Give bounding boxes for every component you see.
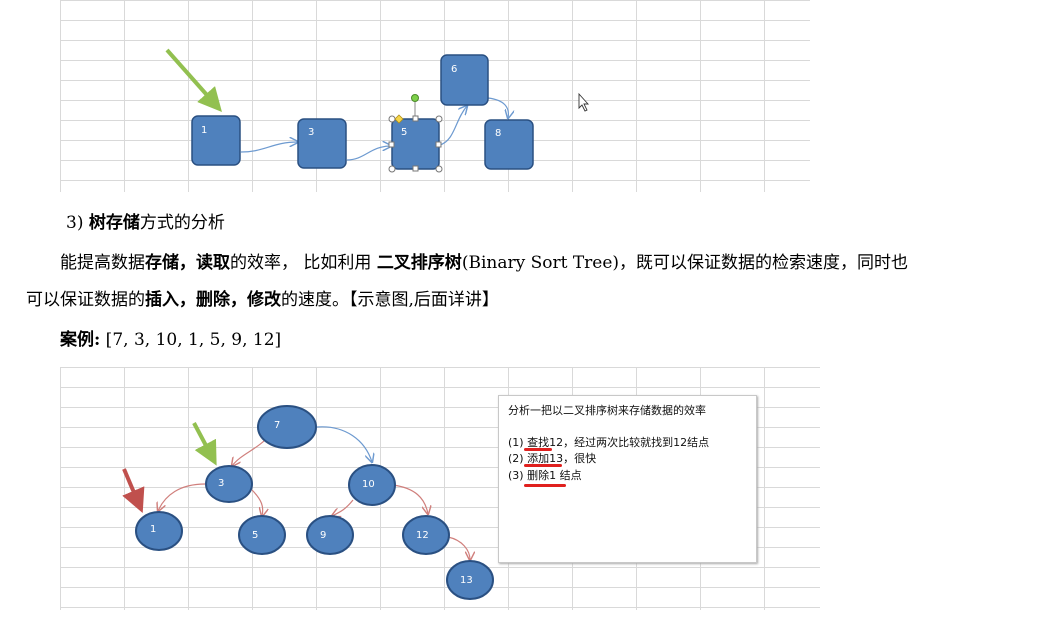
text-run: 可以保证数据的 <box>26 290 145 310</box>
example-values: [7, 3, 10, 1, 5, 9, 12] <box>100 330 282 350</box>
edge-10-12 <box>392 484 428 514</box>
edge-1-3 <box>240 142 298 153</box>
red-underline <box>524 464 562 467</box>
list-node-selected[interactable]: 5 <box>388 94 443 173</box>
section-title-rest: 方式的分析 <box>139 213 225 233</box>
tree-node: 10 <box>348 464 396 506</box>
edge-10-9 <box>332 499 354 516</box>
tree-node: 1 <box>135 511 183 551</box>
edge-3-5 <box>346 146 391 161</box>
text-run-bold: 二叉排序树 <box>376 253 462 273</box>
edge-3-5 <box>251 489 263 516</box>
edge-6-8 <box>487 97 508 118</box>
top-diagram-canvas <box>60 0 810 192</box>
node-label: 10 <box>362 479 375 490</box>
node-label: 1 <box>201 125 207 136</box>
textbox-item-1: (1) 查找12，经过两次比较就找到12结点 <box>508 436 710 449</box>
section-title-bold: 树存储 <box>88 213 140 233</box>
section-heading: 3) 树存储方式的分析 <box>66 213 225 233</box>
node-label: 13 <box>460 575 473 586</box>
node-label: 9 <box>320 530 326 541</box>
node-label: 8 <box>495 128 501 139</box>
text-run: (Binary Sort Tree)，既可以保证数据的检索速度，同时也 <box>461 253 909 273</box>
text-run: 的速度。【示意图,后面详讲】 <box>281 290 499 310</box>
red-underline <box>524 448 552 451</box>
paragraph-line-2: 可以保证数据的插入，删除，修改的速度。【示意图,后面详讲】 <box>26 290 499 310</box>
node-label: 1 <box>150 524 156 535</box>
list-node: 6 <box>440 54 489 106</box>
mouse-cursor-icon <box>578 92 590 112</box>
edge-7-3 <box>232 439 266 466</box>
edge-5-6 <box>439 106 467 146</box>
list-node: 8 <box>484 119 534 170</box>
list-node: 3 <box>297 118 347 169</box>
text-run: 的效率， 比如利用 <box>230 253 377 273</box>
textbox-item-3: (3) 删除1 结点 <box>508 469 582 482</box>
tree-node: 5 <box>238 515 286 555</box>
example-label: 案例: <box>60 330 101 350</box>
tree-node: 7 <box>257 405 317 449</box>
list-node: 1 <box>191 115 241 166</box>
rotate-handle-icon[interactable] <box>411 94 419 102</box>
linked-list-diagram: 1 3 5 6 8 <box>165 48 590 173</box>
green-arrow-icon <box>165 48 222 112</box>
edge-3-1 <box>158 483 206 511</box>
tree-node: 9 <box>306 515 354 555</box>
node-label: 5 <box>401 127 407 138</box>
edge-7-10 <box>316 426 372 462</box>
node-label: 3 <box>218 478 224 489</box>
red-arrow-icon <box>122 468 145 514</box>
tree-node: 12 <box>402 515 450 555</box>
paragraph-line-1: 能提高数据存储，读取的效率， 比如利用 二叉排序树(Binary Sort Tr… <box>60 253 908 273</box>
text-run: 能提高数据 <box>60 253 145 273</box>
tree-node: 3 <box>205 465 253 503</box>
text-run-bold: 插入，删除，修改 <box>145 290 281 310</box>
tree-node: 13 <box>446 560 494 600</box>
textbox-item-2: (2) 添加13，很快 <box>508 452 597 465</box>
red-underline <box>524 484 566 487</box>
edge-12-13 <box>447 536 470 560</box>
text-run-bold: 存储，读取 <box>145 253 230 273</box>
green-arrow-icon <box>192 422 217 466</box>
section-number: 3) <box>66 213 84 233</box>
analysis-textbox[interactable]: 分析一把以二叉排序树来存储数据的效率 (1) 查找12，经过两次比较就找到12结… <box>498 395 757 563</box>
node-label: 3 <box>308 127 314 138</box>
node-label: 7 <box>274 420 280 431</box>
example-line: 案例: [7, 3, 10, 1, 5, 9, 12] <box>60 330 281 350</box>
node-label: 6 <box>451 64 457 75</box>
textbox-title: 分析一把以二叉排序树来存储数据的效率 <box>508 404 706 417</box>
node-label: 12 <box>416 530 429 541</box>
node-label: 5 <box>252 530 258 541</box>
adjust-handle-icon <box>394 114 404 124</box>
